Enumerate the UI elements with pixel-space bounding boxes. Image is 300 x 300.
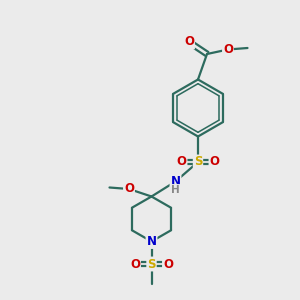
Text: O: O <box>184 35 194 49</box>
Text: O: O <box>223 43 233 56</box>
Text: S: S <box>147 257 156 271</box>
Text: O: O <box>163 257 173 271</box>
Text: O: O <box>209 155 220 169</box>
Text: O: O <box>124 182 134 196</box>
Text: N: N <box>146 235 157 248</box>
Text: S: S <box>194 155 202 169</box>
Text: N: N <box>170 175 181 188</box>
Text: O: O <box>176 155 187 169</box>
Text: O: O <box>130 257 140 271</box>
Text: H: H <box>171 185 180 195</box>
